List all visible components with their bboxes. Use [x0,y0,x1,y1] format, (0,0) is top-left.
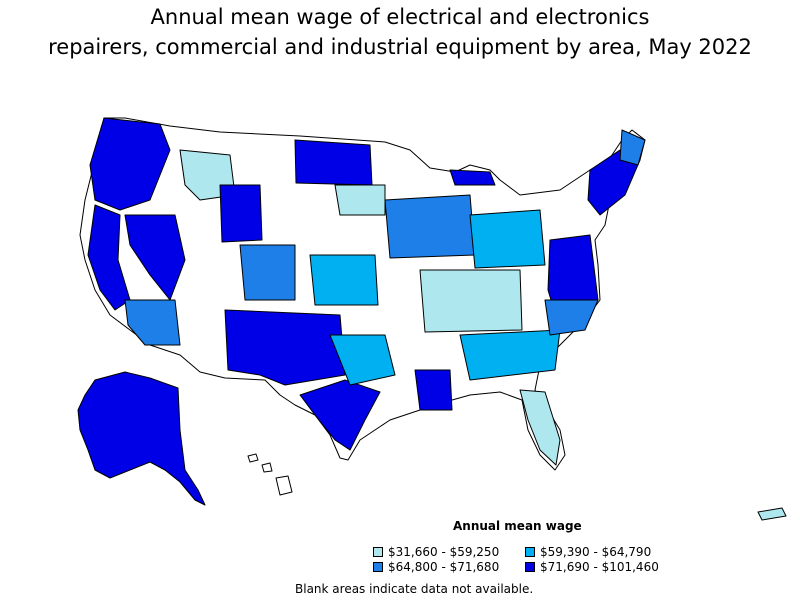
kansas-region [309,254,379,306]
legend-item: $71,690 - $101,460 [525,560,659,574]
legend-label: $59,390 - $64,790 [540,545,652,559]
colorado-region [239,244,296,301]
wyoming-region [219,184,263,243]
legend-item: $31,660 - $59,250 [373,545,499,559]
ohio-valley-region [469,209,546,269]
california-coast-region [87,204,131,311]
legend-swatch [373,562,383,572]
pacific-northwest-region [89,117,171,211]
legend-swatch [373,547,383,557]
florida-region [519,389,561,466]
michigan-region [449,169,496,186]
carolinas-region [544,299,599,336]
alaska-shape [77,371,206,506]
map-title-line-1: Annual mean wage of electrical and elect… [150,5,650,29]
legend-swatch [525,562,535,572]
east-texas-region [329,334,396,386]
puerto-rico-shape [757,507,787,521]
legend-item: $59,390 - $64,790 [525,545,651,559]
legend-swatch [525,547,535,557]
gulf-texas-region [299,379,381,451]
great-lakes-region [334,184,386,216]
footnote: Blank areas indicate data not available. [295,582,534,596]
arizona-region [124,299,181,346]
map-title: Annual mean wage of electrical and elect… [0,2,800,62]
legend-label: $71,690 - $101,460 [540,560,659,574]
central-south-region [419,269,523,333]
legend-label: $31,660 - $59,250 [388,545,500,559]
maine-region [619,129,646,166]
hawaii-shape [261,462,273,473]
legend-title: Annual mean wage [453,519,582,533]
midwest-region [384,194,476,259]
north-dakota-region [294,139,373,186]
hawaii-shape [247,453,259,463]
southeast-region [459,329,561,381]
legend-label: $64,800 - $71,680 [388,560,500,574]
legend-item: $64,800 - $71,680 [373,560,499,574]
hawaii-shape [275,475,293,496]
new-england-region [587,149,641,216]
map-title-line-2: repairers, commercial and industrial equ… [48,35,752,59]
new-mexico-west-texas-region [224,309,346,386]
louisiana-region [414,369,453,411]
